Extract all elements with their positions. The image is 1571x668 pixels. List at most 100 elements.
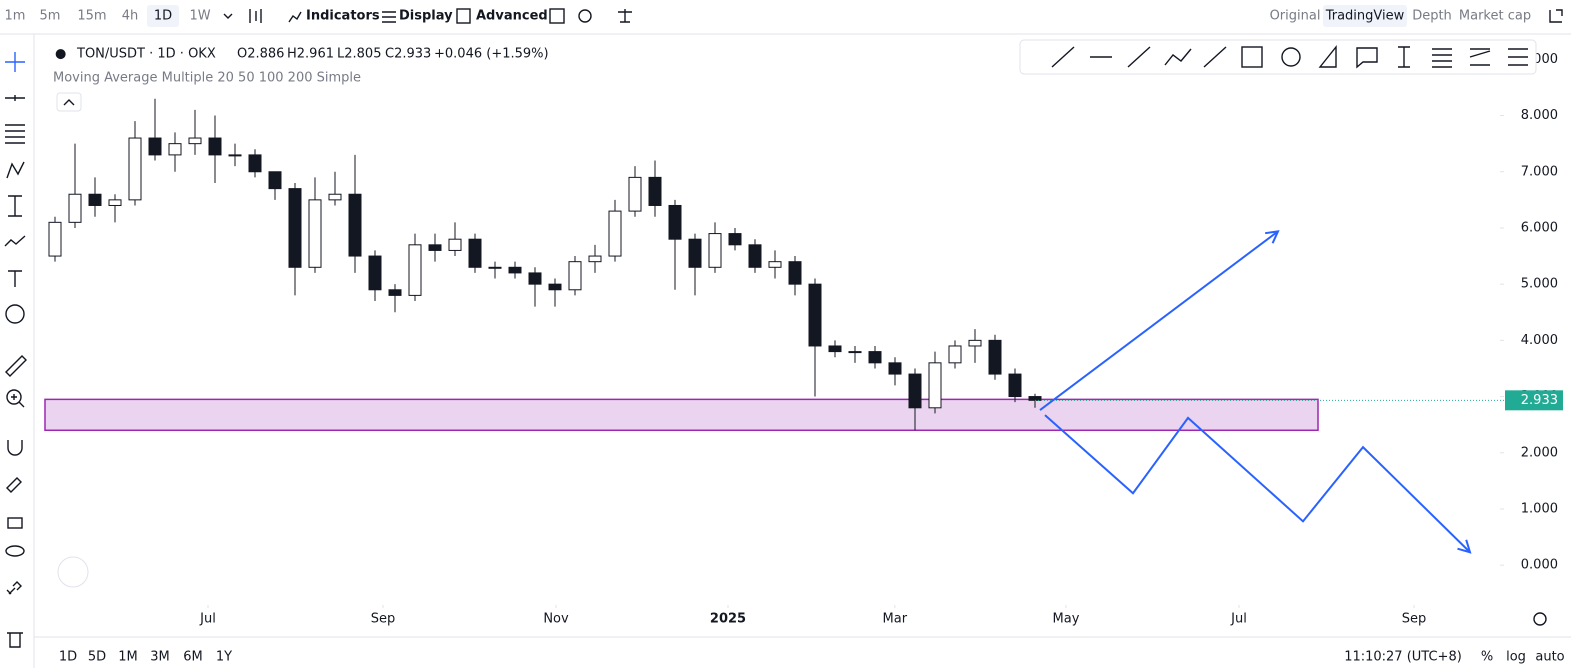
candle-body: [508, 266, 522, 274]
candle-body: [1028, 396, 1042, 401]
candle-body: [448, 238, 462, 251]
x-tick-label: 2025: [710, 612, 746, 627]
range-button[interactable]: 1D: [59, 650, 77, 665]
candle-body: [948, 345, 962, 364]
candle-body: [548, 283, 562, 291]
candle-body: [828, 345, 842, 353]
candle-body: [108, 199, 122, 206]
candle-body: [228, 154, 242, 157]
candle-body: [528, 272, 542, 285]
range-button[interactable]: 1M: [118, 650, 138, 665]
y-tick-label: 2.000: [1521, 445, 1558, 460]
candle-body: [728, 233, 742, 246]
range-button[interactable]: 6M: [183, 650, 203, 665]
candle-body: [288, 188, 302, 268]
interval-button[interactable]: 15m: [77, 9, 106, 24]
collapse-button[interactable]: [56, 92, 82, 112]
view-tab[interactable]: TradingView: [1325, 9, 1405, 24]
arrow-head: [1457, 539, 1472, 554]
drawing-toolbar[interactable]: [1019, 39, 1537, 75]
interval-button[interactable]: 1D: [154, 9, 172, 24]
x-tick-label: Mar: [883, 612, 908, 627]
close: C2.933: [385, 47, 431, 62]
collapse-icon: [63, 99, 75, 106]
candle-body: [208, 137, 222, 156]
high: H2.961: [287, 47, 334, 62]
candle-body: [688, 238, 702, 268]
interval-button[interactable]: 5m: [40, 9, 61, 24]
range-button[interactable]: 3M: [150, 650, 170, 665]
candle-body: [628, 176, 642, 212]
candle-body: [668, 204, 682, 240]
interval-selected-bg: [147, 5, 179, 27]
candle-body: [908, 373, 922, 409]
y-tick-label: 4.000: [1521, 333, 1558, 348]
clock: 11:10:27 (UTC+8): [1344, 650, 1462, 665]
view-selected-bg: [1323, 5, 1407, 27]
interval-button[interactable]: 1m: [5, 9, 26, 24]
logo[interactable]: [57, 556, 89, 588]
candle-body: [388, 289, 402, 296]
x-tick-label: Sep: [371, 612, 396, 627]
candle-body: [408, 244, 422, 296]
candle-body: [768, 261, 782, 268]
view-tab[interactable]: Depth: [1412, 9, 1452, 24]
scale-option[interactable]: auto: [1535, 650, 1564, 665]
x-tick-label: Nov: [543, 612, 569, 627]
projection-path: [1039, 230, 1279, 411]
y-tick-label: 8.000: [1521, 108, 1558, 123]
candle-body: [588, 255, 602, 263]
ui-layer: 1m 5m 15m 4h 1D 1W Indicators Display Advanced Or…: [5, 5, 1565, 665]
candle-body: [568, 261, 582, 291]
candle-body: [368, 255, 382, 291]
toolbar-button[interactable]: Display: [399, 9, 453, 24]
candle-body: [968, 339, 982, 347]
interval-button[interactable]: 4h: [122, 9, 139, 24]
candle-body: [988, 339, 1002, 375]
y-tick-label: 5.000: [1521, 277, 1558, 292]
scale-option[interactable]: %: [1481, 650, 1493, 665]
arrow-head: [1264, 230, 1280, 244]
view-tab[interactable]: Market cap: [1459, 9, 1531, 24]
open: O2.886: [237, 47, 284, 62]
candle-body: [468, 238, 482, 268]
candle-body: [928, 362, 942, 409]
y-tick-label: 1.000: [1521, 501, 1558, 516]
candle-body: [708, 233, 722, 268]
toolbar-button[interactable]: Advanced: [476, 9, 548, 24]
candle-body: [148, 137, 162, 156]
symbol[interactable]: TON/USDT · 1D · OKX: [76, 47, 216, 62]
candle-body: [488, 266, 502, 269]
support-zone: [44, 398, 1319, 432]
candle-body: [428, 244, 442, 251]
toolbar-button[interactable]: Indicators: [306, 9, 380, 24]
left-toolbar[interactable]: [4, 52, 27, 648]
candle-body: [48, 221, 62, 257]
plot-area: 0.0001.0002.0003.0004.0005.0006.0007.000…: [44, 52, 1563, 627]
symbol-icon: ●: [55, 47, 66, 62]
low: L2.805: [337, 47, 381, 62]
interval-button[interactable]: 1W: [189, 9, 210, 24]
x-tick-label: Sep: [1402, 612, 1427, 627]
view-tab[interactable]: Original: [1270, 9, 1321, 24]
candle-body: [88, 193, 102, 206]
y-tick-label: 7.000: [1521, 164, 1558, 179]
range-button[interactable]: 1Y: [216, 650, 232, 665]
candle-body: [888, 362, 902, 375]
x-tick-label: May: [1053, 612, 1080, 627]
settings-icon[interactable]: [1533, 612, 1547, 626]
x-tick-label: Jul: [1230, 612, 1247, 627]
candle-body: [868, 351, 882, 364]
toolbar-icons[interactable]: [223, 8, 1563, 24]
y-tick-label: 0.000: [1521, 558, 1558, 573]
candle-body: [168, 143, 182, 156]
scale-option[interactable]: log: [1506, 650, 1526, 665]
candle-body: [808, 283, 822, 347]
candle-body: [188, 137, 202, 145]
indicator[interactable]: Moving Average Multiple 20 50 100 200 Si…: [53, 71, 361, 86]
candle-body: [268, 171, 282, 190]
candle-body: [1008, 373, 1022, 398]
range-button[interactable]: 5D: [88, 650, 106, 665]
